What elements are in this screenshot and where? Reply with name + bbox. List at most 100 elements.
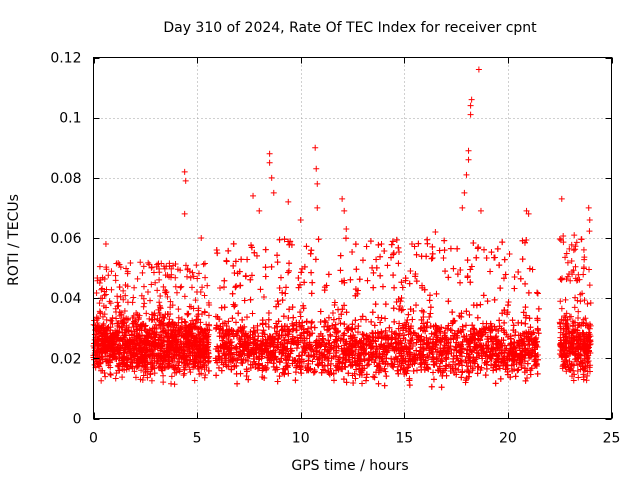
data-point — [134, 275, 141, 282]
data-point — [449, 309, 456, 316]
data-point — [144, 374, 151, 381]
data-point — [457, 279, 464, 286]
data-point — [390, 250, 397, 257]
data-point — [156, 299, 163, 306]
data-point — [113, 309, 120, 316]
data-point — [474, 363, 481, 370]
data-point — [396, 303, 403, 310]
data-point — [124, 270, 131, 277]
data-point — [505, 299, 512, 306]
data-point — [125, 363, 132, 370]
data-point — [94, 275, 101, 282]
data-point — [168, 265, 175, 272]
data-point — [433, 290, 440, 297]
data-point — [202, 274, 209, 281]
data-point — [352, 317, 359, 324]
data-point — [343, 379, 350, 386]
data-point — [178, 326, 185, 333]
data-point — [295, 274, 302, 281]
data-point — [113, 330, 120, 337]
data-point — [147, 335, 154, 342]
data-point — [166, 361, 173, 368]
data-point — [148, 281, 155, 288]
data-point — [262, 320, 269, 327]
data-point — [139, 269, 146, 276]
data-point — [497, 285, 504, 292]
data-point — [525, 289, 532, 296]
data-point — [131, 284, 138, 291]
chart-title: Day 310 of 2024, Rate Of TEC Index for r… — [163, 20, 537, 36]
data-point — [147, 370, 154, 377]
data-point — [176, 368, 183, 375]
data-point — [112, 375, 119, 382]
data-point — [146, 315, 153, 322]
data-point — [312, 256, 319, 263]
data-point — [205, 312, 212, 319]
data-point — [260, 327, 267, 334]
data-point — [251, 249, 258, 256]
data-point — [149, 338, 156, 345]
data-point — [194, 275, 201, 282]
data-point — [522, 320, 529, 327]
data-point — [186, 352, 193, 359]
data-point — [276, 236, 283, 243]
data-point — [182, 262, 189, 269]
data-point — [406, 280, 413, 287]
data-point — [356, 276, 363, 283]
data-point — [171, 381, 178, 388]
data-point — [217, 285, 224, 292]
data-point — [201, 292, 208, 299]
data-point — [197, 325, 204, 332]
data-point — [129, 314, 136, 321]
data-point — [168, 380, 175, 387]
data-point — [163, 263, 170, 270]
data-point — [158, 367, 165, 374]
data-point — [308, 290, 315, 297]
data-point — [99, 295, 106, 302]
data-point — [201, 260, 208, 267]
data-point — [120, 317, 127, 324]
data-point — [94, 360, 101, 367]
data-point — [98, 377, 105, 384]
data-point — [102, 291, 109, 298]
data-point — [199, 284, 206, 291]
data-point — [445, 298, 452, 305]
data-point — [91, 361, 98, 368]
data-point — [427, 310, 434, 317]
data-point — [473, 302, 480, 309]
data-point — [166, 260, 173, 267]
data-point — [108, 268, 115, 275]
data-point — [191, 377, 198, 384]
data-point — [382, 315, 389, 322]
data-point — [286, 260, 293, 267]
data-point — [114, 299, 121, 306]
data-point — [184, 310, 191, 317]
data-point — [157, 312, 164, 319]
data-point — [477, 301, 484, 308]
data-point — [114, 320, 121, 327]
data-point — [182, 319, 189, 326]
data-point — [115, 363, 122, 370]
data-point — [282, 290, 289, 297]
data-point — [447, 245, 454, 252]
data-point — [337, 252, 344, 259]
data-point — [123, 265, 130, 272]
data-point — [105, 272, 112, 279]
data-point — [268, 263, 275, 270]
data-point — [229, 315, 236, 322]
data-point — [96, 300, 103, 307]
data-point — [140, 263, 147, 270]
data-point — [161, 322, 168, 329]
data-point — [119, 374, 126, 381]
data-point — [373, 264, 380, 271]
data-point — [220, 284, 227, 291]
data-point — [130, 354, 137, 361]
data-point — [283, 284, 290, 291]
data-point — [142, 368, 149, 375]
data-point — [103, 266, 110, 273]
data-point — [160, 379, 167, 386]
data-point — [427, 304, 434, 311]
data-point — [375, 380, 382, 387]
data-point — [114, 332, 121, 339]
data-point — [107, 371, 114, 378]
